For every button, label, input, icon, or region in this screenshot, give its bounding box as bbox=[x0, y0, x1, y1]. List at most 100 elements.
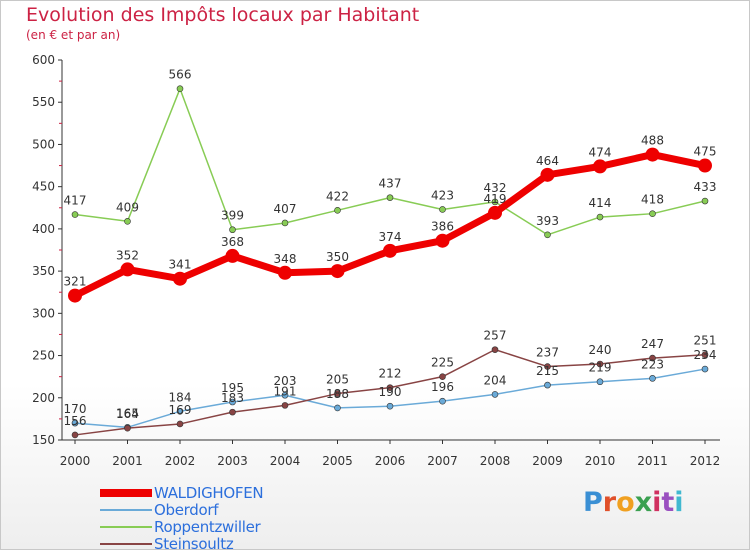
data-point-roppentzwiller bbox=[596, 213, 604, 221]
data-point-roppentzwiller bbox=[281, 219, 289, 227]
data-point-roppentzwiller bbox=[71, 211, 79, 218]
data-point-oberdorf bbox=[229, 398, 236, 406]
data-label-oberdorf: 184 bbox=[169, 390, 192, 404]
y-tick-label: 450 bbox=[32, 180, 55, 194]
data-point-waldighofen bbox=[68, 288, 82, 303]
data-point-waldighofen bbox=[278, 265, 292, 280]
y-tick-label: 350 bbox=[32, 264, 55, 278]
data-label-waldighofen: 475 bbox=[694, 145, 717, 159]
data-point-waldighofen bbox=[225, 248, 240, 263]
data-point-oberdorf bbox=[386, 402, 394, 410]
legend-swatch-steinsoultz bbox=[100, 543, 152, 545]
data-label-waldighofen: 386 bbox=[431, 220, 454, 234]
data-label-steinsoultz: 164 bbox=[116, 407, 139, 421]
data-label-waldighofen: 321 bbox=[64, 275, 87, 289]
data-label-roppentzwiller: 409 bbox=[116, 200, 139, 214]
y-tick-label: 300 bbox=[32, 306, 55, 320]
line-chart: 150 200 250 300 350 400 450 500 550 600 2000 2001 20… bbox=[32, 53, 721, 468]
data-label-roppentzwiller: 407 bbox=[274, 202, 297, 216]
data-point-roppentzwiller bbox=[439, 206, 446, 213]
x-tick-label: 2003 bbox=[217, 454, 248, 468]
data-label-steinsoultz: 251 bbox=[694, 334, 717, 348]
data-point-waldighofen bbox=[330, 264, 345, 279]
data-point-roppentzwiller bbox=[176, 85, 184, 93]
x-tick-label: 2010 bbox=[585, 454, 616, 468]
data-label-oberdorf: 190 bbox=[379, 385, 402, 399]
data-point-steinsoultz bbox=[649, 354, 656, 362]
x-tick-label: 2012 bbox=[690, 454, 721, 468]
data-label-waldighofen: 348 bbox=[274, 252, 297, 266]
data-point-roppentzwiller bbox=[491, 198, 499, 206]
x-tick-label: 2004 bbox=[270, 454, 301, 468]
data-label-oberdorf: 223 bbox=[641, 357, 664, 371]
data-label-oberdorf: 188 bbox=[326, 387, 349, 401]
x-tick-label: 2002 bbox=[165, 454, 196, 468]
data-label-steinsoultz: 240 bbox=[589, 343, 612, 357]
logo-letter: i bbox=[674, 487, 684, 518]
data-point-oberdorf bbox=[176, 407, 184, 415]
data-label-waldighofen: 419 bbox=[484, 192, 507, 206]
data-label-steinsoultz: 169 bbox=[169, 403, 192, 417]
legend-swatch-roppentzwiller bbox=[100, 526, 152, 528]
logo-letter: P bbox=[583, 487, 603, 518]
data-point-oberdorf bbox=[281, 391, 289, 399]
data-point-steinsoultz bbox=[124, 424, 131, 432]
data-label-roppentzwiller: 393 bbox=[536, 214, 559, 228]
y-tick-label: 400 bbox=[32, 222, 55, 236]
data-label-steinsoultz: 191 bbox=[274, 384, 297, 398]
data-label-steinsoultz: 225 bbox=[431, 356, 454, 370]
data-label-steinsoultz: 183 bbox=[221, 391, 244, 405]
chart-title: Evolution des Impôts locaux par Habitant bbox=[26, 4, 420, 26]
data-label-roppentzwiller: 422 bbox=[326, 189, 349, 203]
data-label-waldighofen: 368 bbox=[221, 235, 244, 249]
data-label-roppentzwiller: 566 bbox=[169, 68, 192, 82]
data-label-waldighofen: 350 bbox=[326, 250, 349, 264]
legend-label-waldighofen: WALDIGHOFEN bbox=[154, 484, 264, 502]
chart-subtitle: (en € et par an) bbox=[26, 28, 121, 42]
x-tick-label: 2007 bbox=[427, 454, 458, 468]
data-point-steinsoultz bbox=[229, 408, 236, 416]
data-label-roppentzwiller: 399 bbox=[221, 209, 244, 223]
data-label-oberdorf: 204 bbox=[484, 373, 507, 387]
data-label-roppentzwiller: 432 bbox=[484, 181, 507, 195]
data-point-waldighofen bbox=[435, 233, 450, 248]
data-point-steinsoultz bbox=[281, 402, 289, 409]
data-point-steinsoultz bbox=[386, 384, 394, 391]
data-point-roppentzwiller bbox=[229, 226, 236, 234]
legend-swatch-waldighofen bbox=[100, 489, 152, 497]
y-tick-label: 250 bbox=[32, 349, 55, 363]
data-label-roppentzwiller: 418 bbox=[641, 193, 664, 207]
data-point-roppentzwiller bbox=[334, 207, 341, 214]
data-point-roppentzwiller bbox=[649, 210, 656, 217]
data-point-oberdorf bbox=[71, 419, 79, 427]
data-point-waldighofen bbox=[645, 147, 660, 162]
data-label-roppentzwiller: 417 bbox=[64, 194, 87, 208]
data-label-steinsoultz: 237 bbox=[536, 346, 559, 360]
logo-letter: r bbox=[602, 487, 617, 518]
y-tick-label: 600 bbox=[32, 53, 55, 67]
data-point-oberdorf bbox=[544, 381, 551, 389]
proxiti-logo: Proxiti bbox=[583, 487, 684, 518]
data-label-roppentzwiller: 437 bbox=[379, 177, 402, 191]
data-point-steinsoultz bbox=[334, 390, 341, 397]
legend-swatch-oberdorf bbox=[100, 509, 152, 511]
data-label-waldighofen: 488 bbox=[641, 134, 664, 148]
data-label-steinsoultz: 257 bbox=[484, 329, 507, 343]
data-label-waldighofen: 464 bbox=[536, 154, 559, 168]
data-point-oberdorf bbox=[439, 397, 446, 405]
data-label-oberdorf: 170 bbox=[64, 402, 87, 416]
data-label-roppentzwiller: 423 bbox=[431, 188, 454, 202]
y-tick-label: 550 bbox=[32, 95, 55, 109]
data-point-waldighofen bbox=[383, 243, 397, 258]
data-point-steinsoultz bbox=[439, 373, 446, 380]
data-point-roppentzwiller bbox=[544, 231, 551, 239]
x-tick-label: 2011 bbox=[637, 454, 668, 468]
data-label-oberdorf: 195 bbox=[221, 381, 244, 395]
data-label-oberdorf: 219 bbox=[589, 361, 612, 375]
x-tick-label: 2001 bbox=[112, 454, 143, 468]
data-point-steinsoultz bbox=[71, 431, 79, 439]
data-label-oberdorf: 165 bbox=[116, 406, 139, 420]
data-label-waldighofen: 341 bbox=[169, 258, 192, 272]
y-tick-label: 150 bbox=[32, 433, 55, 447]
legend-label-steinsoultz: Steinsoultz bbox=[154, 535, 234, 553]
